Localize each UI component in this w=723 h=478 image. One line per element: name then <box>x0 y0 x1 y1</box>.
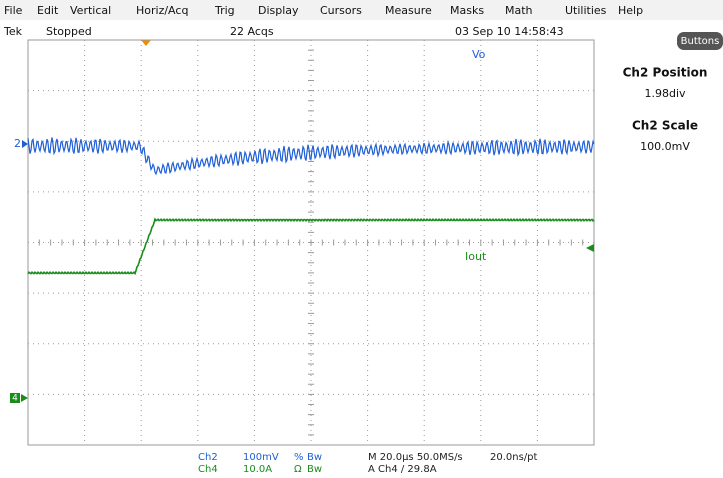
ch4-label: Iout <box>465 250 487 263</box>
menu-item[interactable]: Help <box>618 4 643 17</box>
graticule-border <box>27 39 595 446</box>
readout-text: % <box>294 452 304 463</box>
menu-item[interactable]: Edit <box>37 4 59 17</box>
ch4-trace <box>27 217 595 276</box>
ch4-marker: 4 <box>12 394 18 404</box>
buttons-button[interactable] <box>677 32 723 50</box>
readout-text: Ω <box>294 464 302 475</box>
readout-text: Bw <box>307 452 322 463</box>
ch2-label: Vo <box>472 48 486 61</box>
side-label: Ch2 Position <box>623 66 708 80</box>
trigger-position <box>141 40 151 46</box>
readout-text: 20.0ns/pt <box>490 452 538 463</box>
readout-text: Ch2 <box>198 452 218 463</box>
readout-text: Ch4 <box>198 464 218 475</box>
ch2-marker: 2 <box>14 137 21 150</box>
menu-item[interactable]: Display <box>258 4 299 17</box>
menu: File Edit Vertical Horiz/Acq Trig Display Curs… <box>4 4 643 17</box>
readout-text: A Ch4 / 29.8A <box>368 464 437 475</box>
buttons-label[interactable]: Buttons <box>681 36 720 47</box>
menu-item[interactable]: Math <box>505 4 533 17</box>
menu-item[interactable]: Utilities <box>565 4 607 17</box>
readout-text: M 20.0µs 50.0MS/s <box>368 452 463 463</box>
side-value: 1.98div <box>644 87 686 100</box>
side-label: Ch2 Scale <box>632 119 698 133</box>
datetime: 03 Sep 10 14:58:43 <box>455 25 564 38</box>
readout-text: 100mV <box>243 452 279 463</box>
ch2-arrow <box>22 140 28 148</box>
menu-bar <box>0 0 723 20</box>
menu-item[interactable]: Vertical <box>70 4 111 17</box>
trigger-level <box>586 244 594 252</box>
menu-item[interactable]: Cursors <box>320 4 362 17</box>
ch2-trace <box>27 137 595 176</box>
brand: Tek <box>3 25 23 38</box>
menu-item[interactable]: Trig <box>214 4 235 17</box>
side-value: 100.0mV <box>640 140 690 153</box>
acq-count: 22 Acqs <box>230 25 274 38</box>
menu-item[interactable]: Masks <box>450 4 484 17</box>
readout: Ch2 100mV% Bw M 20.0µs 50.0MS/s 20.0ns/pt Ch4… <box>198 452 538 475</box>
menu-item[interactable]: File <box>4 4 23 17</box>
readout-text: Bw <box>307 464 322 475</box>
ch4-marker-box <box>10 393 20 403</box>
menu-item[interactable]: Horiz/Acq <box>136 4 188 17</box>
menu-item[interactable]: Measure <box>385 4 432 17</box>
readout-text: 10.0A <box>243 464 272 475</box>
acq-state: Stopped <box>46 25 92 38</box>
ch4-arrow <box>21 394 28 402</box>
